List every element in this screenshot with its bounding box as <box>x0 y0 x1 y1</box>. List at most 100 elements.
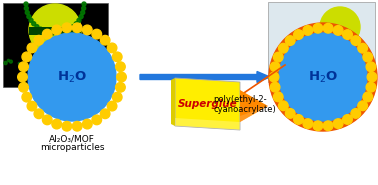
Circle shape <box>19 62 28 72</box>
Circle shape <box>41 58 45 61</box>
Circle shape <box>333 119 343 128</box>
Bar <box>29 27 81 35</box>
Circle shape <box>46 30 51 34</box>
Circle shape <box>100 109 110 119</box>
Circle shape <box>351 109 361 118</box>
Circle shape <box>27 101 37 111</box>
Circle shape <box>294 115 303 124</box>
Circle shape <box>323 121 333 131</box>
Circle shape <box>22 92 32 102</box>
Circle shape <box>32 22 36 26</box>
Circle shape <box>116 83 125 92</box>
Circle shape <box>79 15 83 18</box>
Circle shape <box>294 30 303 39</box>
Circle shape <box>303 26 313 35</box>
Circle shape <box>313 121 323 131</box>
Text: microparticles: microparticles <box>40 143 104 152</box>
Circle shape <box>279 101 288 111</box>
Circle shape <box>366 62 376 72</box>
Circle shape <box>9 60 12 63</box>
Circle shape <box>285 109 295 118</box>
Circle shape <box>366 82 376 92</box>
Circle shape <box>52 25 62 35</box>
Circle shape <box>78 63 79 65</box>
Text: H$_2$O: H$_2$O <box>57 69 87 85</box>
Circle shape <box>18 72 27 82</box>
Circle shape <box>64 29 68 33</box>
Circle shape <box>25 11 29 15</box>
Circle shape <box>107 43 117 53</box>
Circle shape <box>65 80 67 82</box>
Circle shape <box>358 101 367 111</box>
Circle shape <box>55 31 59 35</box>
Circle shape <box>92 115 102 125</box>
Circle shape <box>42 29 52 39</box>
Circle shape <box>358 43 367 53</box>
Circle shape <box>22 75 25 78</box>
Circle shape <box>82 2 86 6</box>
Circle shape <box>269 72 279 82</box>
Circle shape <box>88 78 90 80</box>
Circle shape <box>269 23 377 131</box>
Circle shape <box>333 26 343 35</box>
Circle shape <box>29 18 33 22</box>
Circle shape <box>58 78 62 82</box>
Circle shape <box>24 2 28 6</box>
Circle shape <box>34 35 44 45</box>
Circle shape <box>29 4 81 56</box>
Circle shape <box>28 33 116 121</box>
Circle shape <box>65 59 66 61</box>
Circle shape <box>67 75 69 77</box>
Circle shape <box>71 25 75 29</box>
Text: H$_2$O: H$_2$O <box>308 69 338 85</box>
Circle shape <box>27 43 37 53</box>
Circle shape <box>7 59 9 62</box>
Circle shape <box>100 35 110 45</box>
Circle shape <box>290 32 326 68</box>
Circle shape <box>48 80 51 83</box>
Circle shape <box>273 52 283 62</box>
Circle shape <box>68 27 71 31</box>
Circle shape <box>50 63 52 65</box>
Circle shape <box>19 83 28 92</box>
Circle shape <box>313 23 323 33</box>
Polygon shape <box>175 118 240 130</box>
Circle shape <box>279 43 288 53</box>
Circle shape <box>62 121 71 131</box>
Circle shape <box>82 119 92 129</box>
FancyArrow shape <box>140 71 270 83</box>
Bar <box>268 2 375 82</box>
Circle shape <box>320 7 360 47</box>
Circle shape <box>279 33 367 121</box>
Circle shape <box>74 22 78 26</box>
Circle shape <box>56 68 58 70</box>
Circle shape <box>92 29 102 39</box>
Circle shape <box>112 92 122 102</box>
Circle shape <box>343 30 352 39</box>
Circle shape <box>82 6 86 10</box>
Circle shape <box>47 76 50 79</box>
Circle shape <box>107 101 117 111</box>
Circle shape <box>296 49 308 61</box>
Polygon shape <box>171 78 175 126</box>
Circle shape <box>81 58 85 61</box>
Circle shape <box>99 57 102 61</box>
Text: Superglue: Superglue <box>178 99 237 109</box>
Circle shape <box>343 115 352 124</box>
Circle shape <box>285 36 295 45</box>
Circle shape <box>104 63 106 65</box>
Circle shape <box>52 119 62 129</box>
Circle shape <box>4 61 7 65</box>
Circle shape <box>270 82 280 92</box>
Circle shape <box>39 27 42 31</box>
Circle shape <box>70 75 73 78</box>
Circle shape <box>117 72 126 82</box>
Circle shape <box>42 76 46 80</box>
Polygon shape <box>175 78 240 130</box>
Circle shape <box>81 11 85 15</box>
Circle shape <box>367 72 377 82</box>
Circle shape <box>72 121 82 131</box>
Text: Al₂O₃/MOF: Al₂O₃/MOF <box>49 135 95 144</box>
Circle shape <box>303 119 313 128</box>
Circle shape <box>22 52 32 62</box>
